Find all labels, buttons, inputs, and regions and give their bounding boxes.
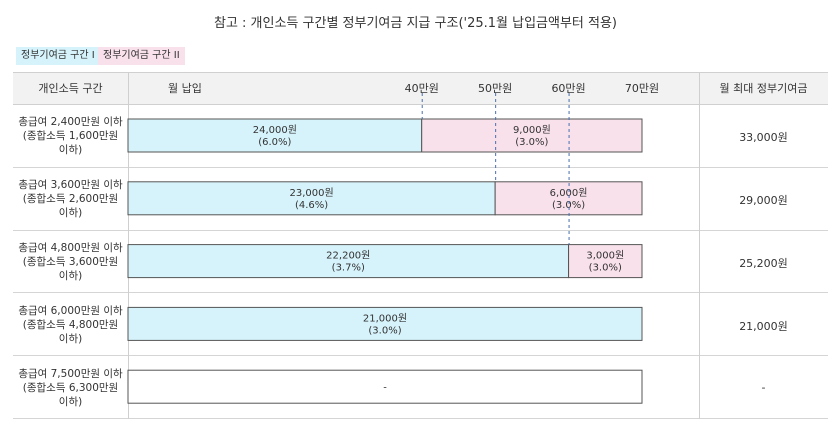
bar-tier2	[421, 118, 643, 153]
max-contribution-value: -	[761, 380, 766, 394]
table-header: 개인소득 구간 월 납입 월 최대 정부기여금 40만원 50만원 60만원 70만원	[13, 72, 828, 105]
bar-label-tier1: 24,000원 (6.0%)	[253, 124, 297, 148]
max-contribution-value: 33,000원	[739, 131, 788, 145]
income-bracket-label: 총급여 2,400만원 이하 (종합소득 1,600만원 이하)	[18, 116, 123, 157]
x-tick-label: 70만원	[624, 82, 660, 95]
table-row: 총급여 6,000만원 이하 (종합소득 4,800만원 이하) 21,000원	[13, 293, 828, 357]
header-monthly-payment: 월 납입	[168, 82, 202, 95]
income-bracket-label: 총급여 4,800만원 이하 (종합소득 3,600만원 이하)	[18, 241, 123, 282]
bar-label-tier2: 6,000원 (3.0%)	[550, 187, 588, 211]
contribution-table: 개인소득 구간 월 납입 월 최대 정부기여금 40만원 50만원 60만원 70만원…	[13, 72, 828, 419]
income-bracket-label: 총급여 7,500만원 이하 (종합소득 6,300만원 이하)	[18, 367, 123, 408]
bar-label: -	[383, 383, 387, 394]
x-tick-label: 50만원	[478, 82, 513, 95]
column-divider	[699, 72, 700, 419]
max-contribution-value: 21,000원	[739, 319, 788, 333]
bar-tier1	[127, 306, 643, 341]
table-row: 총급여 3,600만원 이하 (종합소득 2,600만원 이하) 29,000원	[13, 168, 828, 231]
header-max: 월 최대 정부기여금	[719, 82, 808, 95]
bar-tier2	[568, 244, 643, 279]
contribution-chart: 24,000원 (6.0%) 9,000원 (3.0%) 23,000원 (4.6%) 6,…	[127, 93, 643, 404]
table-row: 총급여 4,800만원 이하 (종합소득 3,600만원 이하) 25,200원	[13, 231, 828, 294]
bar-label-tier1: 21,000원 (3.0%)	[363, 312, 407, 336]
bar-empty	[127, 369, 643, 404]
page-title: 참고 : 개인소득 구간별 정부기여금 지급 구조('25.1월 납입금액부터 …	[213, 16, 618, 31]
income-bracket-label: 총급여 3,600만원 이하 (종합소득 2,600만원 이하)	[18, 179, 123, 220]
header-income: 개인소득 구간	[38, 82, 103, 95]
table-row: 총급여 2,400만원 이하 (종합소득 1,600만원 이하) 33,000원	[13, 105, 828, 168]
bar-label-tier1: 23,000원 (4.6%)	[289, 187, 333, 211]
bar-label-tier2: 3,000원 (3.0%)	[586, 250, 624, 274]
bar-tier1	[127, 118, 423, 153]
bar-label-tier1: 22,200원 (3.7%)	[326, 250, 370, 274]
bar-tier1	[127, 244, 570, 279]
legend-tier1: 정부기여금 구간 I	[16, 47, 100, 65]
max-contribution-value: 25,200원	[739, 256, 788, 270]
table-row: 총급여 7,500만원 이하 (종합소득 6,300만원 이하) -	[13, 356, 828, 419]
income-bracket-label: 총급여 6,000만원 이하 (종합소득 4,800만원 이하)	[18, 304, 123, 345]
bar-tier1	[127, 181, 496, 216]
legend-tier2: 정부기여금 구간 II	[98, 47, 185, 65]
x-tick-label: 60만원	[551, 82, 586, 95]
x-tick-label: 40만원	[404, 82, 439, 95]
max-contribution-value: 29,000원	[739, 194, 788, 208]
bar-label-tier2: 9,000원 (3.0%)	[513, 124, 551, 148]
